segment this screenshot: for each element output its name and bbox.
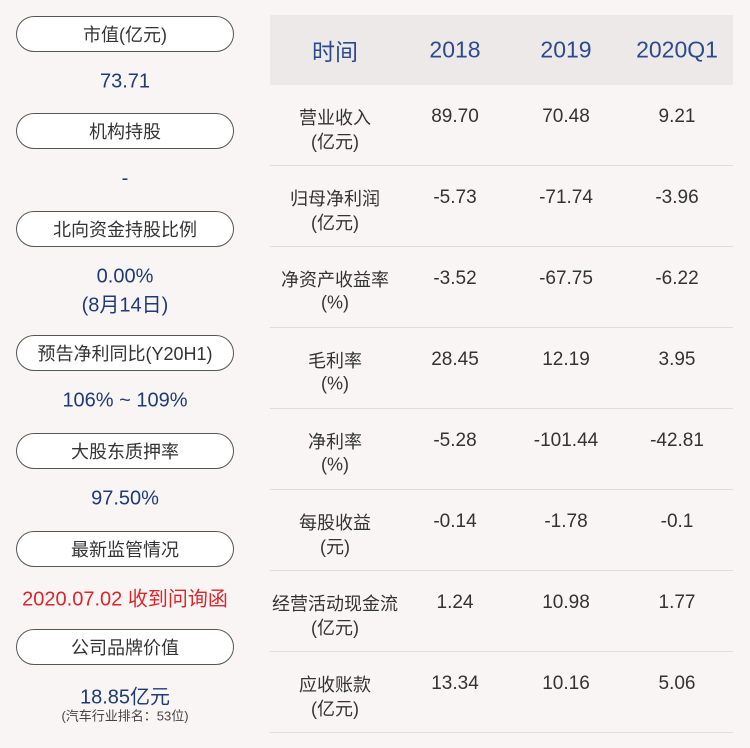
row-label: 应收账款 <box>299 675 371 695</box>
row-separator <box>270 732 733 733</box>
label-pill: 北向资金持股比例 <box>16 211 234 247</box>
value-cell: 1.77 <box>658 592 696 613</box>
label-pill: 大股东质押率 <box>16 433 234 469</box>
value-cell: 10.98 <box>542 592 590 613</box>
label-pill: 公司品牌价值 <box>16 629 234 665</box>
row-separator <box>270 165 733 166</box>
value-cell: -1.78 <box>544 511 588 532</box>
row-label: (亿元) <box>311 213 359 233</box>
value-cell: 28.45 <box>431 349 479 370</box>
value-text: 0.00% <box>96 265 154 288</box>
row-label: (亿元) <box>311 699 359 719</box>
value-cell: -67.75 <box>539 268 593 289</box>
value-text: - <box>121 167 129 190</box>
label-pill: 市值(亿元) <box>16 16 234 52</box>
row-label: (亿元) <box>311 132 359 152</box>
row-separator <box>270 489 733 490</box>
row-label: (亿元) <box>311 618 359 638</box>
row-label: 每股收益 <box>299 513 371 533</box>
value-text: 106% ~ 109% <box>62 389 188 412</box>
value-cell: -71.74 <box>539 187 593 208</box>
row-label: 归母净利润 <box>290 189 380 209</box>
value-cell: -6.22 <box>655 268 699 289</box>
value-text: 18.85亿元 <box>79 686 171 709</box>
label-pill: 机构持股 <box>16 113 234 149</box>
row-label: 经营活动现金流 <box>272 594 398 614</box>
row-label: (%) <box>321 373 349 394</box>
value-cell: -5.28 <box>433 430 477 451</box>
row-separator <box>270 246 733 247</box>
label-pill: 预告净利同比(Y20H1) <box>16 335 234 371</box>
value-cell: 12.19 <box>542 349 590 370</box>
value-cell: -0.14 <box>433 511 477 532</box>
row-label: 净资产收益率 <box>281 270 389 290</box>
value-cell: -101.44 <box>533 430 599 451</box>
value-cell: -42.81 <box>650 430 704 451</box>
row-label: 净利率 <box>308 432 362 452</box>
value-cell: 89.70 <box>431 106 479 127</box>
value-cell: 9.21 <box>658 106 696 127</box>
row-label: (元) <box>320 537 350 557</box>
value-text: (8月14日) <box>81 294 169 317</box>
row-separator <box>270 570 733 571</box>
row-separator <box>270 408 733 409</box>
value-text: 73.71 <box>99 70 151 93</box>
row-separator <box>270 327 733 328</box>
value-cell: -0.1 <box>660 511 694 532</box>
table-header-bg <box>270 15 733 85</box>
value-cell: 10.16 <box>542 673 590 694</box>
value-cell: 3.95 <box>658 349 696 370</box>
label-pill: 最新监管情况 <box>16 531 234 567</box>
value-cell: 70.48 <box>542 106 590 127</box>
row-label: (%) <box>321 454 349 475</box>
value-text: 97.50% <box>91 487 159 510</box>
value-cell: -5.73 <box>433 187 477 208</box>
row-label: (%) <box>321 292 349 313</box>
row-label: 营业收入 <box>299 108 371 128</box>
value-text: (汽车行业排名：53位) <box>61 708 189 724</box>
value-cell: 1.24 <box>436 592 474 613</box>
value-text: 2020.07.02 收到问询函 <box>22 588 228 611</box>
row-separator <box>270 651 733 652</box>
value-cell: -3.52 <box>433 268 477 289</box>
value-cell: -3.96 <box>655 187 699 208</box>
header-cell: 2018 <box>429 36 481 63</box>
header-cell: 2020Q1 <box>636 36 718 63</box>
value-cell: 13.34 <box>431 673 479 694</box>
value-cell: 5.06 <box>658 673 696 694</box>
header-cell: 2019 <box>540 36 592 63</box>
header-cell: 时间 <box>312 39 358 65</box>
row-label: 毛利率 <box>308 351 362 371</box>
